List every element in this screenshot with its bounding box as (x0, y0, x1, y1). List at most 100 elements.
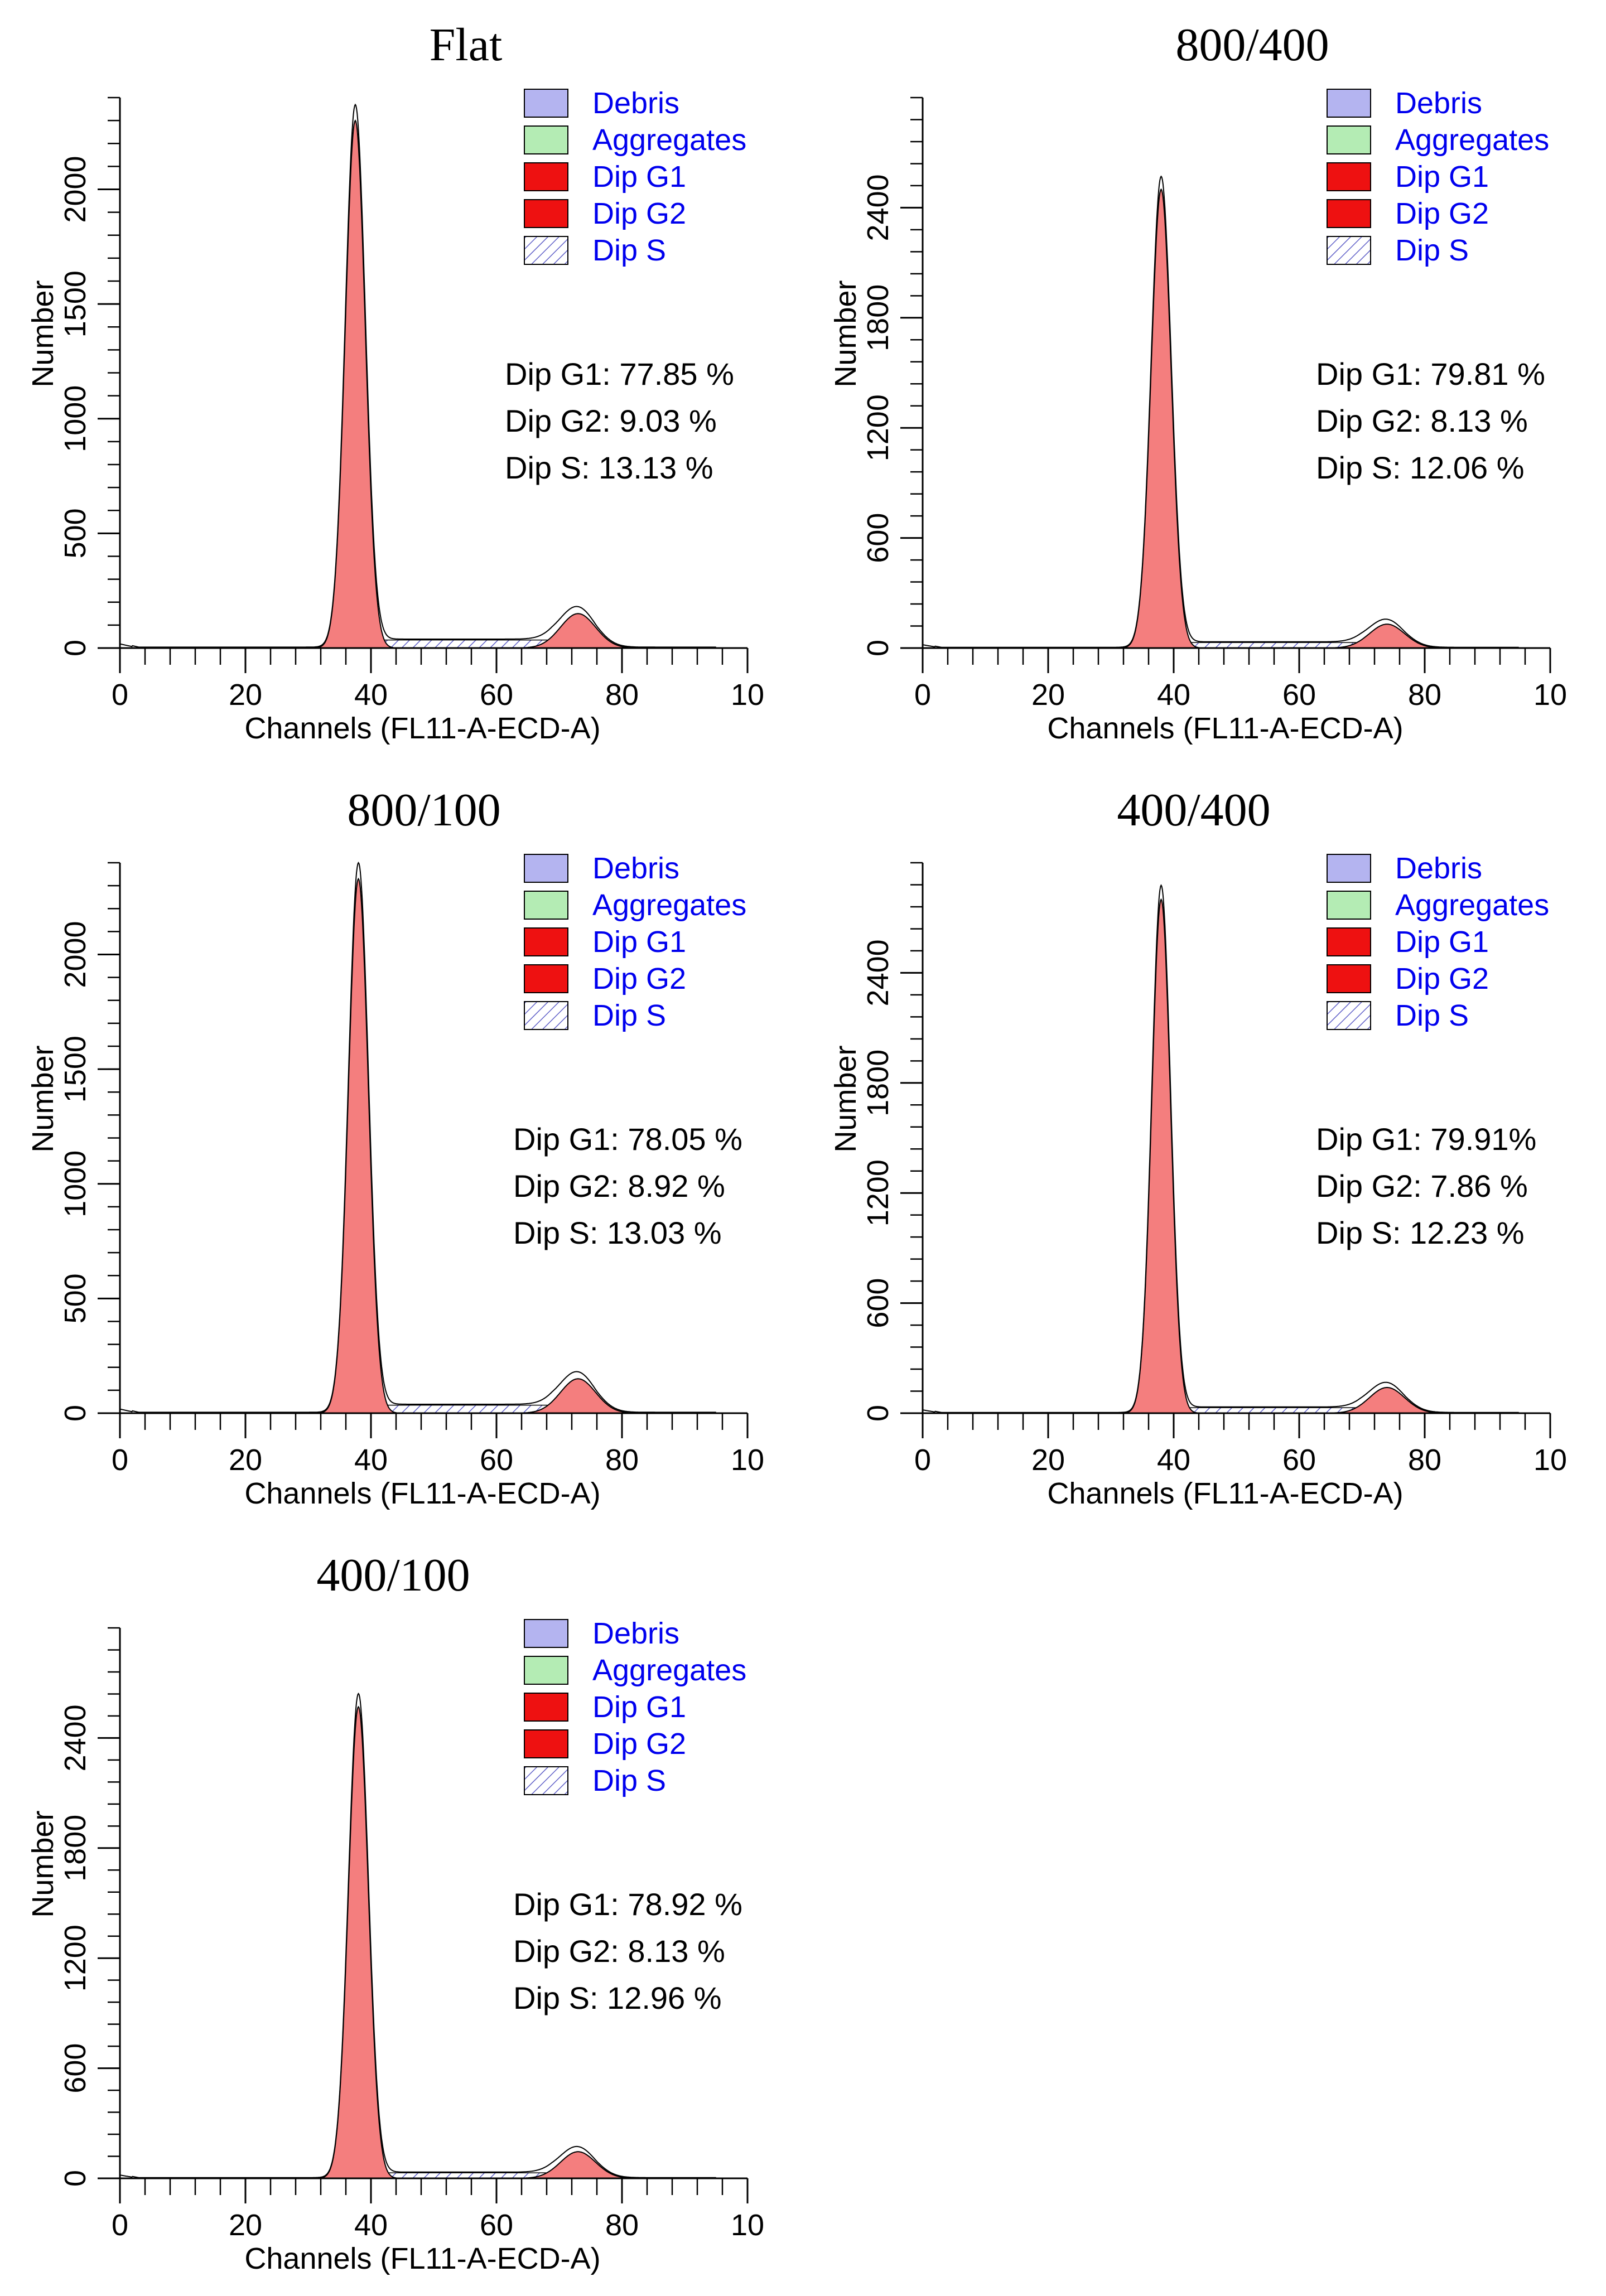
y-tick-label: 500 (59, 1273, 92, 1323)
y-tick-label: 2400 (861, 174, 895, 241)
legend-label: Aggregates (592, 1654, 746, 1687)
y-tick-label: 0 (861, 640, 895, 656)
stat-annotation: Dip G1: 77.85 % (505, 356, 734, 391)
histogram-panel-800-400: 800/400 0 20 40 60 80 10 Channels (FL11-A-ECD-A… (803, 0, 1605, 765)
y-tick-label: 1800 (861, 284, 895, 351)
legend-label: Aggregates (1395, 888, 1549, 922)
x-axis-label: Channels (FL11-A-ECD-A) (244, 2242, 600, 2275)
chart-svg: 400/100 0 20 40 60 80 10 Channels (FL11-A-ECD-A… (26, 1549, 764, 2275)
dip-g1-peak (320, 1705, 397, 2179)
panel-title: 800/400 (1175, 19, 1329, 71)
legend-swatch-dip-g2 (524, 964, 568, 993)
x-tick-label: 10 (1533, 678, 1567, 712)
x-tick-label: 60 (480, 2208, 513, 2242)
legend-label: Dip G2 (1395, 962, 1489, 995)
x-axis-label: Channels (FL11-A-ECD-A) (244, 712, 600, 745)
x-tick-label: 40 (354, 1443, 388, 1477)
dip-g2-peak (521, 1378, 635, 1414)
legend-swatch-dip-s (1327, 1001, 1371, 1030)
x-tick-label: 20 (229, 2208, 262, 2242)
y-tick-label: 1000 (59, 1151, 92, 1217)
dip-g1-peak (317, 119, 394, 649)
legend-swatch-debris (524, 1619, 568, 1648)
y-tick-label: 1200 (59, 1925, 92, 1992)
y-tick-label: 2400 (861, 939, 895, 1006)
y-tick-label: 1200 (861, 1159, 895, 1226)
y-tick-label: 2000 (59, 921, 92, 988)
legend-swatch-dip-g2 (1327, 199, 1371, 228)
x-tick-label: 80 (605, 1443, 639, 1477)
histogram-envelope-line (119, 103, 716, 648)
x-tick-label: 40 (354, 678, 388, 712)
y-tick-label: 600 (861, 513, 895, 563)
legend-label: Dip S (592, 999, 666, 1032)
stat-annotation: Dip G2: 8.92 % (513, 1168, 725, 1203)
y-tick-label: 0 (59, 1405, 92, 1422)
y-tick-label: 1800 (59, 1815, 92, 1882)
legend-swatch-dip-s (524, 236, 568, 265)
legend-label: Dip G1 (1395, 160, 1489, 194)
histogram-envelope-line (119, 862, 716, 1413)
histogram-panel-400-400: 400/400 0 20 40 60 80 10 Channels (FL11-A-ECD-A… (803, 765, 1605, 1530)
x-tick-label: 40 (1157, 678, 1190, 712)
legend-swatch-dip-g2 (1327, 964, 1371, 993)
x-tick-label: 40 (354, 2208, 388, 2242)
dip-g1-peak (320, 877, 397, 1414)
legend-label: Dip S (1395, 234, 1469, 267)
stat-annotation: Dip G2: 7.86 % (1316, 1168, 1528, 1203)
legend-swatch-dip-s (524, 1001, 568, 1030)
x-axis-label: Channels (FL11-A-ECD-A) (244, 1477, 600, 1510)
x-tick-label: 0 (112, 2208, 128, 2242)
legend-swatch-debris (1327, 854, 1371, 883)
chart-svg: Flat 0 20 40 60 80 10 Channels (FL11-A-ECD-A) 0 5… (26, 19, 764, 745)
y-tick-label: 0 (861, 1405, 895, 1422)
y-tick-label: 500 (59, 508, 92, 558)
legend-swatch-dip-g1 (524, 927, 568, 956)
x-tick-label: 60 (480, 1443, 513, 1477)
x-tick-label: 10 (1533, 1443, 1567, 1477)
legend-swatch-dip-s (524, 1766, 568, 1795)
histogram-panel-flat: Flat 0 20 40 60 80 10 Channels (FL11-A-ECD-A) 0 5… (0, 0, 803, 765)
legend-swatch-dip-g1 (524, 162, 568, 191)
stat-annotation: Dip G1: 78.05 % (513, 1122, 742, 1157)
legend-swatch-dip-g1 (524, 1693, 568, 1722)
stat-annotation: Dip S: 12.96 % (513, 1980, 722, 2015)
y-tick-label: 1500 (59, 1036, 92, 1103)
y-axis-label: Number (26, 280, 60, 387)
y-axis-label: Number (829, 280, 862, 387)
stat-annotation: Dip G1: 79.91% (1316, 1122, 1536, 1157)
legend-label: Dip G2 (592, 197, 686, 230)
stat-annotation: Dip G2: 8.13 % (513, 1934, 725, 1969)
x-tick-label: 0 (112, 1443, 128, 1477)
legend-swatch-dip-g1 (1327, 927, 1371, 956)
y-tick-label: 2000 (59, 156, 92, 223)
x-tick-label: 80 (1408, 678, 1441, 712)
y-tick-label: 600 (861, 1278, 895, 1328)
x-tick-label: 10 (731, 1443, 764, 1477)
legend-swatch-debris (1327, 89, 1371, 118)
x-tick-label: 20 (1031, 678, 1065, 712)
x-axis-label: Channels (FL11-A-ECD-A) (1047, 712, 1403, 745)
legend-swatch-debris (524, 854, 568, 883)
x-tick-label: 10 (731, 2208, 764, 2242)
legend-swatch-aggregates (524, 1656, 568, 1685)
x-tick-label: 20 (229, 1443, 262, 1477)
stat-annotation: Dip S: 13.03 % (513, 1215, 722, 1250)
y-tick-label: 0 (59, 2170, 92, 2187)
panel-title: 800/100 (347, 784, 500, 836)
legend-swatch-dip-g2 (524, 199, 568, 228)
x-tick-label: 0 (914, 1443, 931, 1477)
histogram-panel-800-100: 800/100 0 20 40 60 80 10 Channels (FL11-A-ECD-A… (0, 765, 803, 1530)
legend-label: Dip S (1395, 999, 1469, 1032)
y-tick-label: 0 (59, 640, 92, 656)
x-tick-label: 10 (731, 678, 764, 712)
legend-swatch-dip-s (1327, 236, 1371, 265)
dip-g2-peak (521, 613, 635, 649)
stat-annotation: Dip G1: 78.92 % (513, 1887, 742, 1922)
legend-label: Dip G1 (592, 160, 686, 194)
legend-label: Dip G1 (592, 925, 686, 959)
x-tick-label: 60 (1282, 678, 1316, 712)
stat-annotation: Dip G1: 79.81 % (1316, 356, 1545, 391)
y-axis-label: Number (829, 1045, 862, 1152)
legend-label: Debris (592, 86, 679, 120)
